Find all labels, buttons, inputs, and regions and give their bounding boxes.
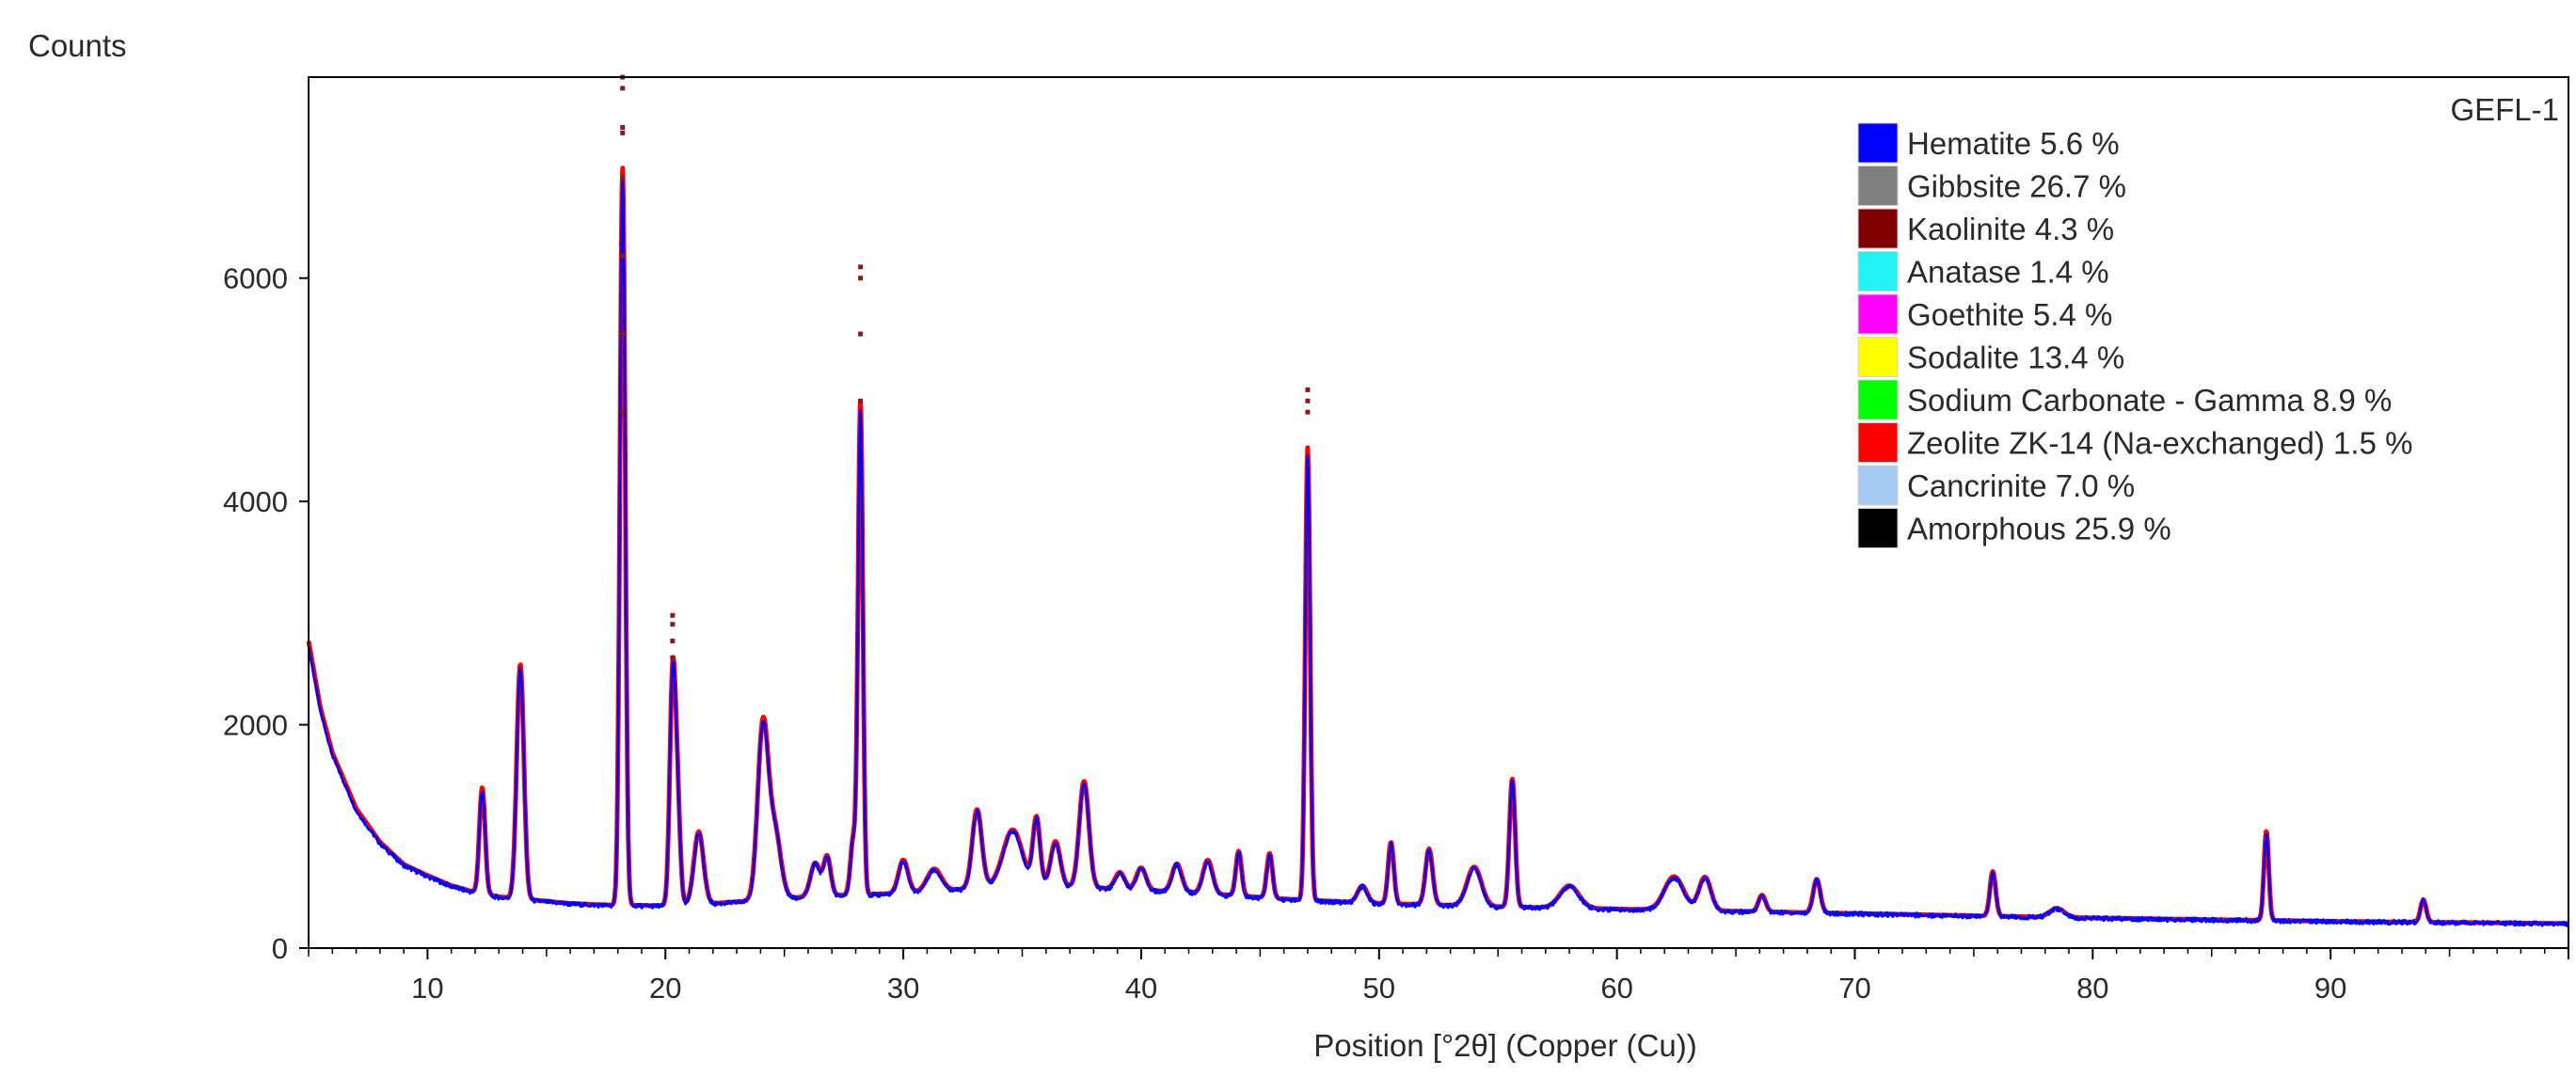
observed-point (670, 612, 676, 618)
observed-point (1305, 387, 1311, 392)
legend-label: Sodium Carbonate - Gamma 8.9 % (1907, 383, 2392, 418)
observed-point (620, 124, 626, 130)
y-tick-label: 6000 (223, 262, 288, 295)
legend-swatch (1857, 251, 1899, 292)
legend-label: Gibbsite 26.7 % (1907, 169, 2126, 204)
observed-point (858, 331, 864, 337)
legend-swatch (1857, 122, 1899, 164)
y-tick-label: 4000 (223, 485, 288, 518)
y-axis-title: Counts (28, 28, 127, 63)
plot-frame (308, 76, 2569, 949)
observed-point (858, 398, 864, 404)
observed-pattern-line (308, 180, 2569, 927)
observed-point (670, 655, 676, 660)
legend: Hematite 5.6 % Gibbsite 26.7 % Kaolinite 4… (1857, 122, 2412, 548)
x-tick-label: 90 (2314, 972, 2346, 1005)
observed-point (620, 253, 626, 259)
legend-swatch (1857, 422, 1899, 463)
x-tick-label: 40 (1125, 972, 1157, 1005)
calculated-pattern-line (306, 166, 2570, 926)
x-tick-label: 70 (1838, 972, 1870, 1005)
x-ticks: 10 20 30 40 50 60 70 80 90 (308, 948, 2569, 1005)
x-tick-label: 20 (649, 972, 681, 1005)
observed-point (620, 409, 626, 415)
x-tick-label: 30 (887, 972, 919, 1005)
legend-label: Zeolite ZK-14 (Na-exchanged) 1.5 % (1907, 426, 2412, 461)
x-tick-label: 80 (2076, 972, 2108, 1005)
legend-label: Goethite 5.4 % (1907, 297, 2112, 332)
observed-points (620, 74, 1311, 660)
legend-label: Anatase 1.4 % (1907, 255, 2109, 290)
x-tick-label: 60 (1600, 972, 1632, 1005)
legend-swatch (1857, 166, 1899, 206)
legend-label: Sodalite 13.4 % (1907, 340, 2124, 375)
y-ticks: 0 2000 4000 6000 (223, 262, 309, 965)
observed-point (620, 331, 626, 337)
observed-point (620, 175, 626, 181)
observed-point (670, 622, 676, 627)
y-tick-label: 0 (272, 932, 288, 965)
x-axis-title: Position [°2θ] (Copper (Cu)) (1313, 1028, 1697, 1063)
legend-label: Kaolinite 4.3 % (1907, 212, 2114, 246)
observed-point (670, 639, 676, 644)
observed-point (858, 276, 864, 281)
observed-point (620, 130, 626, 135)
legend-swatch (1857, 465, 1899, 506)
observed-point (620, 86, 626, 91)
observed-point (1305, 409, 1311, 415)
legend-swatch (1857, 208, 1899, 249)
legend-label: Amorphous 25.9 % (1907, 512, 2171, 546)
legend-label: Cancrinite 7.0 % (1907, 468, 2135, 503)
observed-point (1305, 398, 1311, 404)
x-tick-label: 10 (411, 972, 443, 1005)
legend-swatch (1857, 293, 1899, 335)
sample-label: GEFL-1 (2450, 92, 2559, 127)
legend-swatch (1857, 508, 1899, 548)
legend-swatch (1857, 379, 1899, 420)
y-tick-label: 2000 (223, 709, 288, 742)
x-tick-label: 50 (1363, 972, 1395, 1005)
observed-point (858, 264, 864, 270)
legend-label: Hematite 5.6 % (1907, 126, 2120, 161)
legend-swatch (1857, 337, 1899, 377)
